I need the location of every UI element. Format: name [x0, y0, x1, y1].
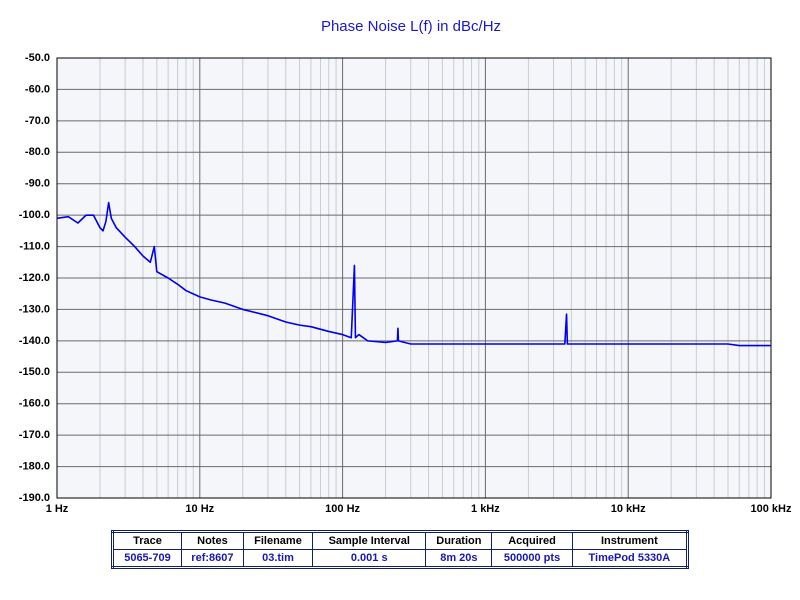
table-cell: TimePod 5330A [571, 549, 689, 568]
y-tick-label: -50.0 [25, 52, 50, 64]
x-tick-label: 1 Hz [46, 503, 69, 515]
table-header-cell: Acquired [491, 531, 573, 550]
plot-frame [56, 57, 772, 499]
table-cell: 8m 20s [425, 549, 493, 568]
table-cell: 500000 pts [491, 549, 573, 568]
x-tick-label: 10 kHz [611, 503, 646, 515]
x-tick-label: 100 kHz [751, 503, 792, 515]
table-header-cell: Notes [180, 531, 244, 550]
chart: Phase Noise L(f) in dBc/Hz -50.0 -60.0 -70… [19, 18, 792, 515]
x-tick-label: 100 Hz [325, 503, 360, 515]
y-tick-label: -150.0 [19, 366, 50, 378]
table-header-cell: Sample Interval [312, 531, 427, 550]
y-tick-label: -160.0 [19, 398, 50, 410]
table-cell: 0.001 s [312, 549, 427, 568]
x-tick-label: 10 Hz [185, 503, 214, 515]
y-tick-label: -100.0 [19, 209, 50, 221]
table-header-cell: Instrument [571, 531, 689, 550]
y-tick-label: -140.0 [19, 335, 50, 347]
y-tick-label: -70.0 [25, 115, 50, 127]
y-tick-label: -180.0 [19, 460, 50, 472]
table-cell: 03.tim [242, 549, 314, 568]
table-header-cell: Filename [242, 531, 314, 550]
y-tick-label: -60.0 [25, 83, 50, 95]
y-tick-label: -110.0 [19, 240, 50, 252]
table-cell: 5065-709 [112, 549, 182, 568]
y-tick-label: -90.0 [25, 178, 50, 190]
table-cell: ref:8607 [180, 549, 244, 568]
y-tick-label: -170.0 [19, 429, 50, 441]
table-header-cell: Duration [425, 531, 493, 550]
y-tick-label: -130.0 [19, 303, 50, 315]
y-tick-label: -80.0 [25, 146, 50, 158]
chart-title: Phase Noise L(f) in dBc/Hz [321, 18, 501, 35]
trace-line [56, 201, 771, 347]
table-header-cell: Trace [112, 531, 182, 550]
y-tick-label: -190.0 [19, 492, 50, 504]
x-tick-label: 1 kHz [471, 503, 500, 515]
info-table: Trace Notes Filename Sample Interval Duratio… [111, 530, 689, 569]
y-tick-label: -120.0 [19, 272, 50, 284]
